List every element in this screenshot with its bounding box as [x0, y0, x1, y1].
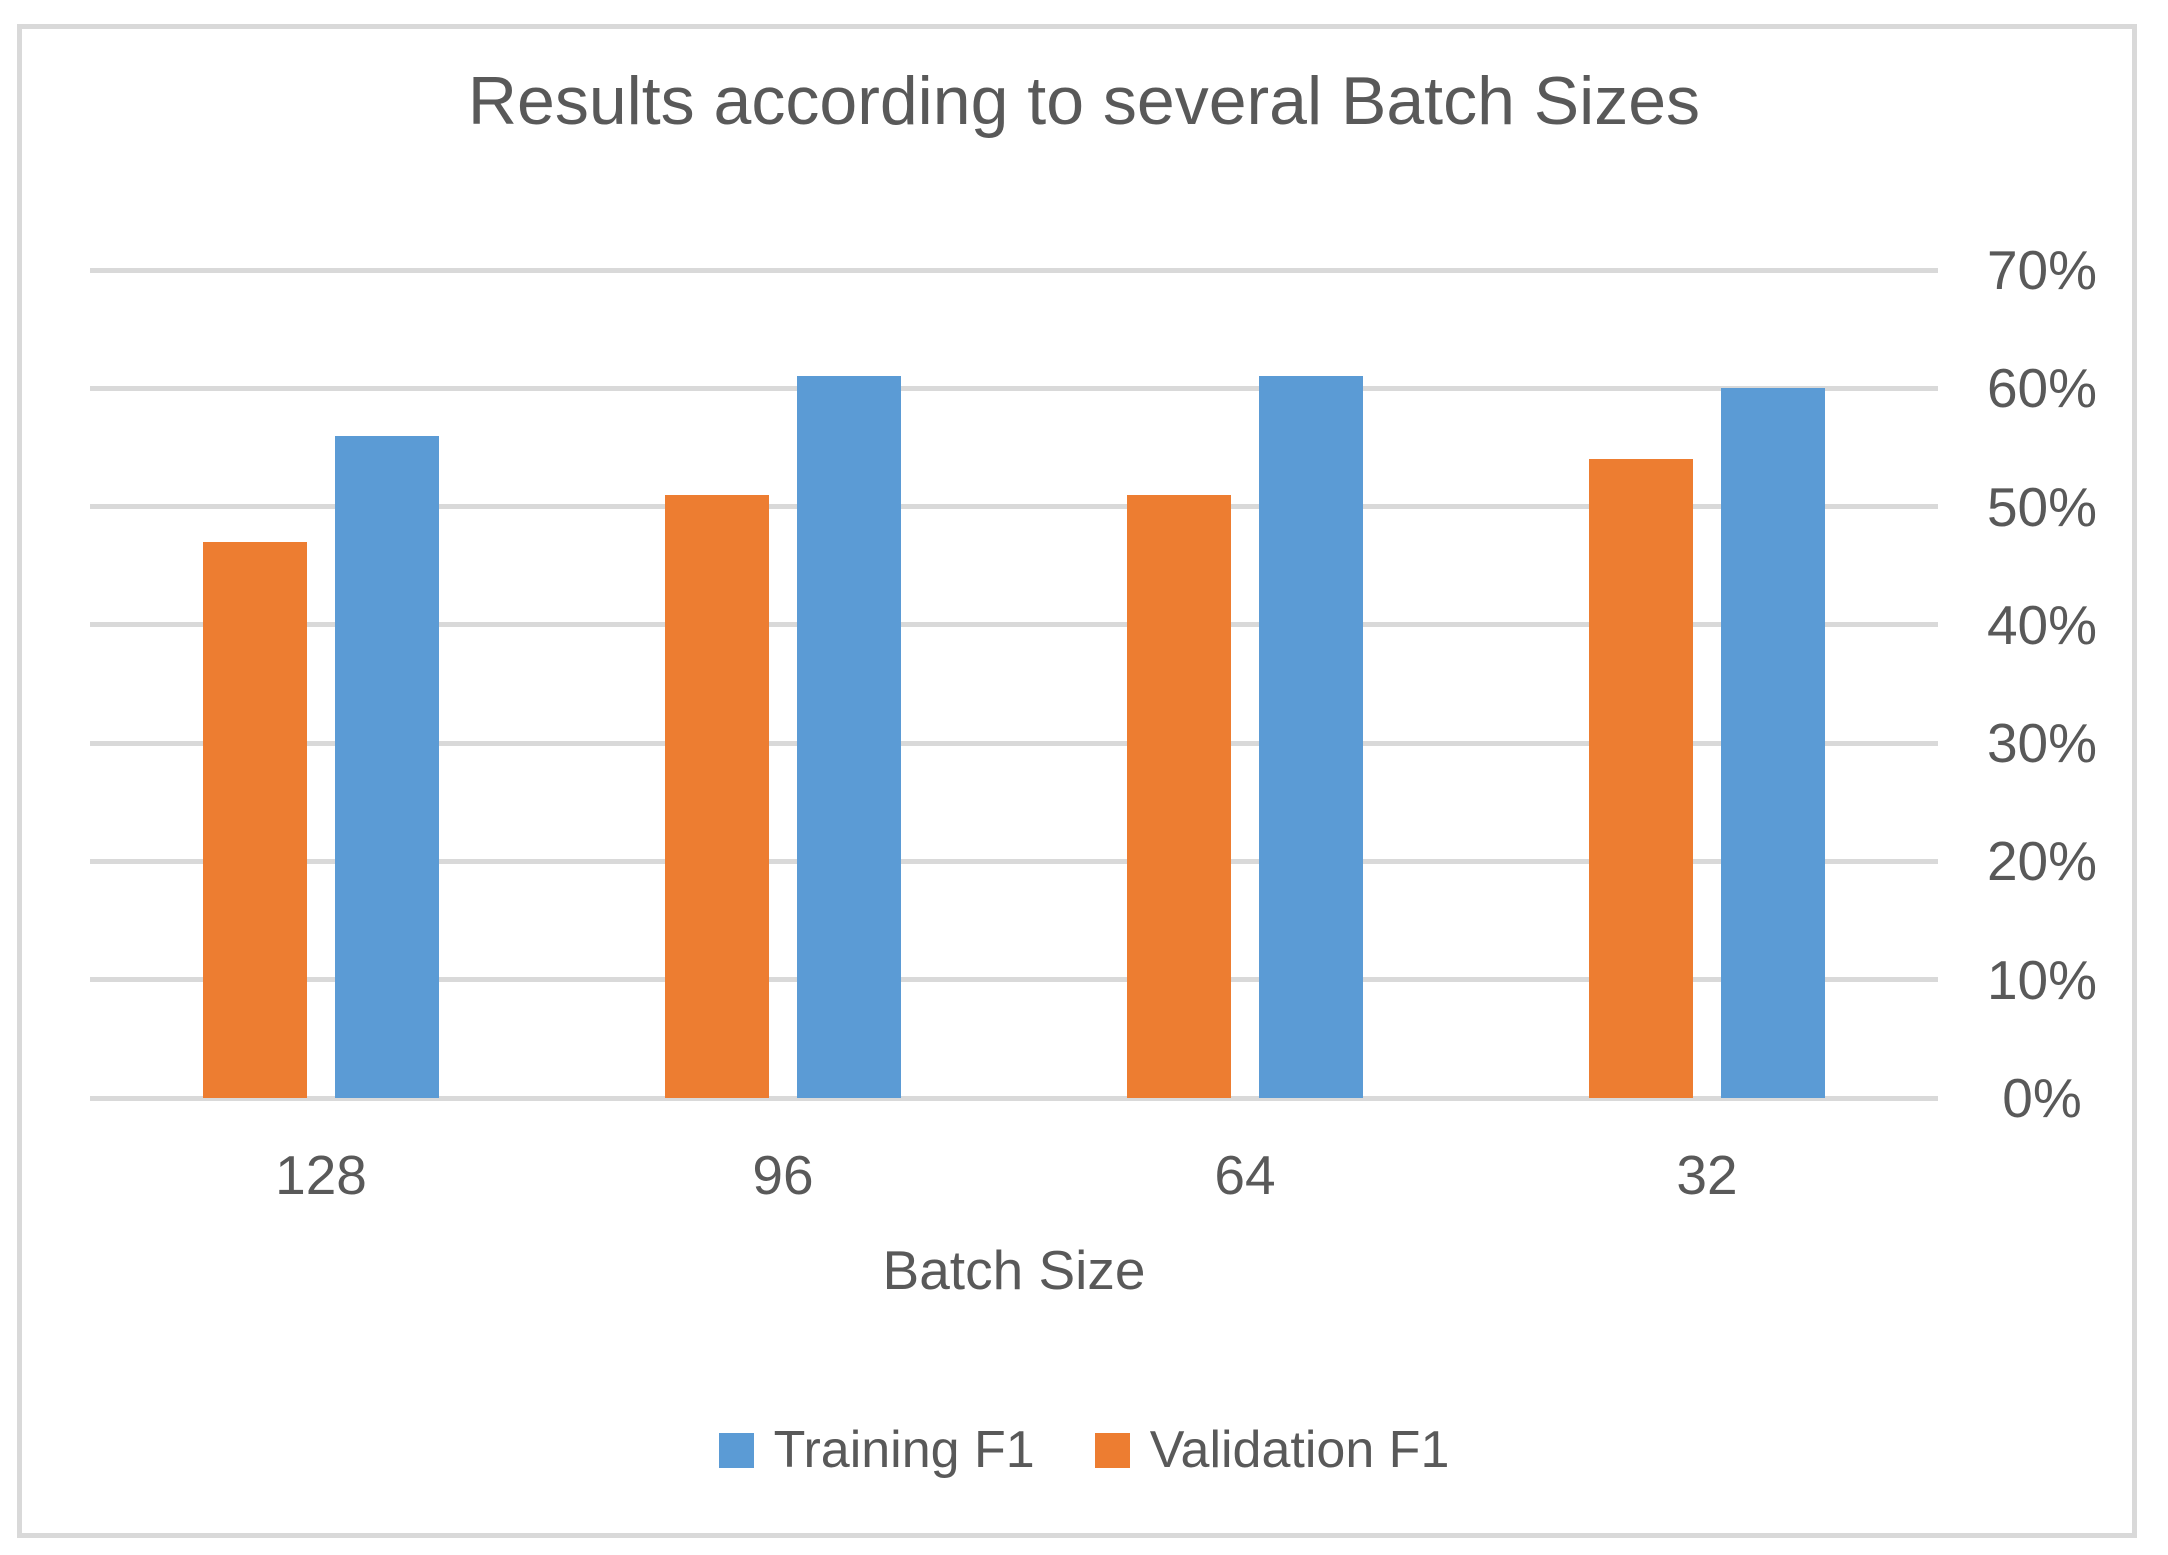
gridline-40 — [90, 622, 1938, 628]
bar-validation-f1-64 — [1127, 494, 1231, 1098]
gridline-10 — [90, 977, 1938, 983]
y-tick-label-70%: 70% — [1986, 239, 2098, 301]
x-tick-label-64: 64 — [1214, 1144, 1276, 1206]
gridline-20 — [90, 858, 1938, 864]
x-tick-label-32: 32 — [1676, 1144, 1738, 1206]
legend: Training F1 Validation F1 — [0, 1420, 2168, 1480]
x-tick-label-128: 128 — [275, 1144, 367, 1206]
y-tick-label-20%: 20% — [1986, 830, 2098, 893]
y-axis-labels: 0% 10% 20% 30% 40% 50% 60% 70% — [1962, 239, 2122, 1129]
gridline-30 — [90, 740, 1938, 746]
x-tick-label-96: 96 — [752, 1144, 814, 1206]
chart-title: Results according to several Batch Sizes — [467, 63, 1701, 139]
bar-training-f1-64 — [1259, 376, 1363, 1098]
legend-swatch-validation-f1 — [1094, 1432, 1130, 1468]
y-tick-label-30%: 30% — [1986, 712, 2098, 775]
gridline-50 — [90, 504, 1938, 510]
plot-area — [90, 267, 1938, 1101]
gridline-70 — [90, 267, 1938, 273]
legend-label-validation-f1: Validation F1 — [1149, 1421, 1450, 1479]
bar-validation-f1-96 — [665, 494, 769, 1098]
bar-validation-f1-128 — [203, 542, 307, 1098]
bar-training-f1-128 — [335, 435, 439, 1098]
bar-validation-f1-32 — [1589, 459, 1693, 1098]
bar-group-64 — [1014, 270, 1476, 1098]
legend-item-validation-f1: Validation F1 — [1094, 1420, 1450, 1480]
x-axis-labels: 128 96 64 32 — [90, 1143, 1938, 1213]
gridline-0 — [90, 1095, 1938, 1101]
gridline-60 — [90, 385, 1938, 391]
y-tick-label-10%: 10% — [1986, 948, 2098, 1011]
legend-label-training-f1: Training F1 — [773, 1421, 1035, 1479]
x-axis-title: Batch Size — [882, 1239, 1146, 1301]
y-tick-label-50%: 50% — [1986, 475, 2098, 538]
bar-training-f1-96 — [797, 376, 901, 1098]
legend-swatch-training-f1 — [718, 1432, 754, 1468]
y-tick-label-0%: 0% — [2002, 1067, 2082, 1129]
bar-group-128 — [90, 270, 552, 1098]
bar-group-96 — [552, 270, 1014, 1098]
y-tick-label-60%: 60% — [1986, 357, 2098, 420]
legend-item-training-f1: Training F1 — [718, 1420, 1035, 1480]
y-tick-label-40%: 40% — [1986, 593, 2098, 656]
bar-group-32 — [1476, 270, 1938, 1098]
bar-training-f1-32 — [1721, 388, 1825, 1098]
